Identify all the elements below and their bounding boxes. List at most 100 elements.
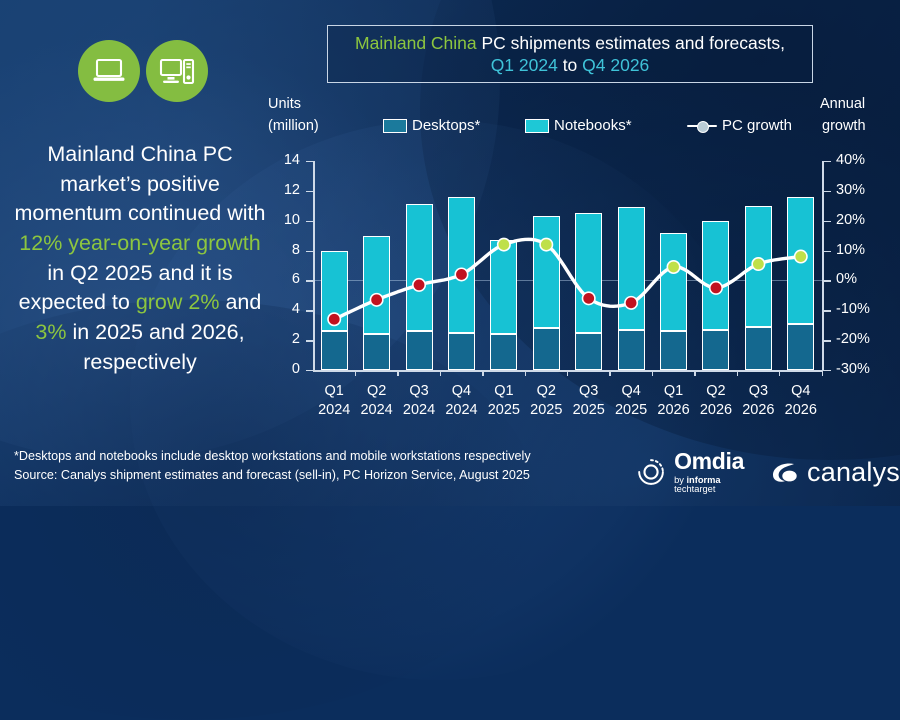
canalys-mark-icon bbox=[773, 463, 797, 483]
y-axis-label-right: 30% bbox=[836, 181, 866, 198]
y-axis-label-right: -20% bbox=[836, 331, 870, 348]
bar-segment-notebooks bbox=[405, 204, 433, 332]
bar-segment-desktops bbox=[744, 326, 772, 370]
y-tick-right bbox=[824, 161, 831, 163]
bar-segment-notebooks bbox=[787, 196, 815, 324]
x-tick bbox=[354, 370, 357, 376]
blurb-part-3: and bbox=[219, 290, 262, 315]
bar-segment-desktops bbox=[532, 328, 560, 370]
blurb-highlight-1: 12% year-on-year growth bbox=[19, 230, 261, 255]
x-axis-tick-label: Q2 2025 bbox=[523, 382, 569, 419]
legend-swatch-pc-growth bbox=[687, 120, 717, 133]
bar-segment-desktops bbox=[702, 329, 730, 370]
legend-label-notebooks: Notebooks* bbox=[554, 117, 632, 134]
x-axis-tick-label: Q3 2025 bbox=[566, 382, 612, 419]
omdia-tagline-by: by bbox=[674, 475, 687, 485]
y-axis-label-left: 6 bbox=[291, 271, 300, 288]
x-axis-label-quarter: Q1 bbox=[663, 383, 684, 399]
y-axis-label-left: 2 bbox=[291, 331, 300, 348]
y-axis-label-right: -30% bbox=[836, 361, 870, 377]
bar-segment-desktops bbox=[405, 331, 433, 370]
x-tick bbox=[736, 370, 739, 376]
bar-segment-desktops bbox=[490, 334, 518, 370]
y-axis-label-right: 40% bbox=[836, 152, 866, 168]
x-axis-label-year: 2026 bbox=[657, 401, 690, 418]
x-axis-tick-label: Q3 2024 bbox=[396, 382, 442, 419]
omdia-mark-icon bbox=[638, 459, 664, 486]
y-tick-left bbox=[306, 280, 313, 282]
blurb-highlight-3: 3% bbox=[35, 319, 67, 344]
y-tick-left bbox=[306, 370, 313, 372]
y-tick-left bbox=[306, 310, 313, 312]
bar-segment-notebooks bbox=[447, 196, 475, 333]
title-segment-end-period: Q4 2026 bbox=[582, 55, 650, 75]
y-axis-label-left: 10 bbox=[283, 211, 300, 228]
bar-segment-desktops bbox=[660, 331, 688, 370]
x-axis-label-quarter: Q1 bbox=[324, 383, 344, 399]
x-tick bbox=[821, 370, 823, 376]
legend-item-pc-growth: PC growth bbox=[687, 117, 792, 134]
right-axis-title-line2: growth bbox=[822, 118, 866, 134]
footnote-text: *Desktops and notebooks include desktop … bbox=[14, 449, 531, 463]
y-tick-right bbox=[824, 280, 831, 282]
laptop-icon bbox=[78, 40, 140, 102]
x-axis-label-quarter: Q3 bbox=[579, 383, 599, 399]
bar-segment-notebooks bbox=[532, 216, 560, 329]
legend-item-notebooks: Notebooks* bbox=[525, 117, 632, 134]
chart-title-box: Mainland China PC shipments estimates an… bbox=[327, 25, 813, 83]
legend-swatch-desktops bbox=[383, 118, 407, 133]
x-axis-label-year: 2024 bbox=[360, 401, 393, 418]
x-axis-label-year: 2025 bbox=[614, 401, 648, 418]
y-tick-right bbox=[824, 220, 831, 223]
x-axis-tick-label: Q2 2026 bbox=[693, 382, 739, 419]
title-segment-to: to bbox=[557, 55, 583, 75]
bar-segment-notebooks bbox=[660, 232, 688, 332]
x-tick bbox=[567, 370, 569, 376]
x-axis-label-quarter: Q4 bbox=[791, 383, 811, 399]
title-segment-main: PC shipments estimates and forecasts, bbox=[476, 32, 785, 53]
y-axis-label-left: 12 bbox=[283, 181, 300, 198]
bar-segment-notebooks bbox=[320, 250, 348, 332]
right-axis-title-line1: Annual bbox=[820, 96, 866, 112]
x-axis-label-quarter: Q4 bbox=[451, 383, 472, 399]
summary-paragraph: Mainland China PC market’s positive mome… bbox=[14, 140, 266, 377]
chart-title: Mainland China PC shipments estimates an… bbox=[355, 32, 785, 77]
x-axis-label-year: 2026 bbox=[742, 401, 775, 418]
bar-segment-desktops bbox=[320, 331, 348, 370]
left-axis-title-line2: (million) bbox=[268, 118, 319, 134]
blurb-part-2: in Q2 2025 and it is expected to bbox=[18, 260, 233, 315]
y-tick-right bbox=[824, 190, 831, 193]
legend-label-pc-growth: PC growth bbox=[722, 117, 793, 134]
logo-group: Omdia by informa techtarget canalys bbox=[636, 450, 900, 495]
legend-swatch-notebooks bbox=[525, 118, 549, 133]
x-tick bbox=[779, 370, 781, 376]
y-axis-label-right: 0% bbox=[836, 271, 857, 288]
y-axis-label-left: 0 bbox=[291, 361, 300, 377]
x-axis-tick-label: Q3 2026 bbox=[735, 382, 781, 419]
x-axis-tick-label: Q1 2025 bbox=[481, 382, 527, 419]
canalys-logo: canalys bbox=[770, 457, 900, 487]
x-tick bbox=[439, 370, 442, 376]
y-axis-right bbox=[822, 161, 824, 371]
x-axis-label-year: 2024 bbox=[445, 401, 478, 418]
bar-segment-notebooks bbox=[702, 220, 730, 330]
y-tick-right bbox=[824, 370, 831, 372]
x-axis-label-year: 2026 bbox=[699, 401, 733, 418]
y-axis-label-right: -10% bbox=[836, 301, 870, 318]
title-segment-start-period: Q1 2024 bbox=[490, 55, 558, 75]
legend-item-desktops: Desktops* bbox=[383, 117, 480, 134]
blurb-part-4: in 2025 and 2026, respectively bbox=[66, 319, 245, 374]
omdia-tagline-techtarget: techtarget bbox=[674, 484, 716, 495]
x-axis-label-quarter: Q3 bbox=[748, 383, 769, 399]
bar-segment-desktops bbox=[447, 332, 475, 370]
x-tick bbox=[609, 370, 611, 376]
bar-segment-desktops bbox=[617, 329, 645, 370]
x-axis-label-quarter: Q4 bbox=[621, 383, 641, 399]
x-axis-tick-label: Q4 2026 bbox=[778, 382, 824, 419]
x-axis-label-quarter: Q1 bbox=[494, 383, 514, 399]
left-axis-title-line1: Units bbox=[268, 96, 302, 112]
x-axis-label-quarter: Q2 bbox=[366, 383, 387, 399]
x-axis-tick-label: Q2 2024 bbox=[354, 382, 400, 419]
omdia-logo: Omdia by informa techtarget bbox=[636, 450, 754, 495]
x-axis-label-year: 2025 bbox=[572, 401, 605, 418]
